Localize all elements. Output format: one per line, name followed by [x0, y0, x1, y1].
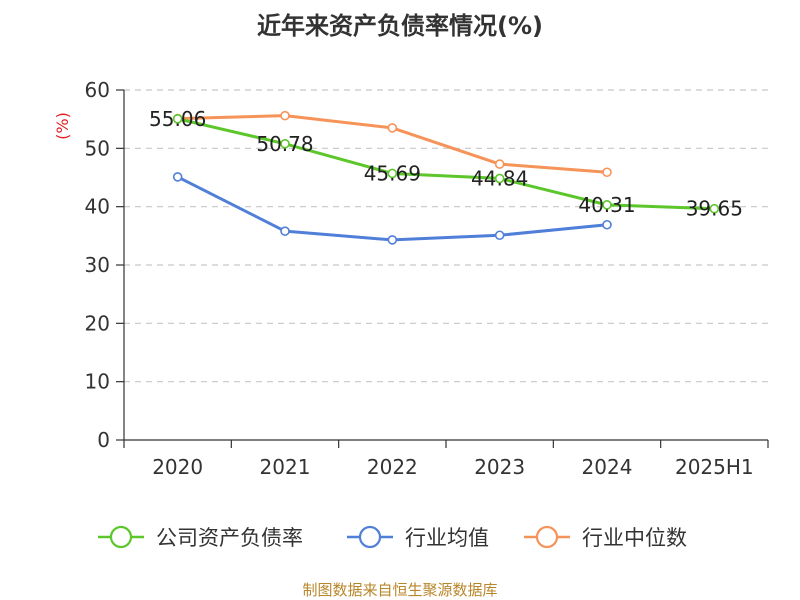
- data-point: [280, 110, 290, 121]
- data-label: 55.06: [149, 107, 206, 131]
- data-labels: 55.06 50.78 45.69 44.84 40.31 39.65: [149, 107, 743, 221]
- grid-lines: [124, 89, 768, 383]
- x-tick-label: 2020: [152, 455, 203, 479]
- data-point: [602, 167, 612, 178]
- data-point: [494, 173, 505, 184]
- data-point: [494, 230, 505, 241]
- y-tick-label: 40: [85, 195, 110, 219]
- legend-item[interactable]: 行业均值: [347, 525, 489, 550]
- y-tick-label: 50: [85, 136, 110, 160]
- x-tick-label: 2025H1: [675, 455, 754, 479]
- y-tick-label: 0: [97, 428, 110, 452]
- data-point: [494, 159, 505, 169]
- chart-title: 近年来资产负债率情况(%): [257, 12, 543, 40]
- legend: 公司资产负债率 行业均值 行业中位数: [98, 525, 687, 550]
- series-line: [176, 175, 609, 242]
- x-tick-label: 2022: [367, 455, 418, 479]
- data-point: [172, 114, 183, 124]
- legend-label: 公司资产负债率: [156, 526, 303, 550]
- y-tick-label: 30: [85, 253, 110, 277]
- data-point: [709, 203, 720, 214]
- data-point: [280, 138, 290, 149]
- data-point: [602, 200, 612, 210]
- legend-marker-icon: [535, 525, 559, 549]
- x-tick-label: 2023: [474, 455, 525, 479]
- data-label: 45.69: [364, 161, 421, 185]
- legend-item[interactable]: 公司资产负债率: [98, 525, 303, 550]
- axes: 0 10 20 30 40 50 60 2020 2021 2022 2023 2024 2025H1: [85, 78, 769, 479]
- legend-item[interactable]: 行业中位数: [524, 525, 687, 550]
- x-tick-label: 2021: [260, 455, 311, 479]
- series-0: [172, 114, 720, 214]
- legend-marker-icon: [358, 525, 382, 549]
- series-1: [172, 172, 612, 245]
- data-label: 40.31: [578, 193, 635, 217]
- data-point: [280, 226, 290, 236]
- data-label: 44.84: [471, 166, 528, 190]
- series-lines: [172, 110, 720, 245]
- y-tick-label: 60: [85, 78, 110, 102]
- legend-label: 行业中位数: [582, 526, 687, 550]
- data-point: [387, 168, 398, 179]
- legend-label: 行业均值: [405, 526, 489, 550]
- data-point: [387, 123, 398, 133]
- data-point: [602, 219, 612, 230]
- data-point: [172, 172, 183, 182]
- legend-marker-icon: [109, 525, 133, 549]
- data-label: 39.65: [686, 197, 743, 221]
- y-tick-label: 20: [85, 311, 110, 335]
- y-axis-unit-label: (%): [53, 112, 72, 140]
- series-line: [176, 117, 716, 211]
- y-tick-label: 10: [85, 370, 110, 394]
- data-point: [387, 235, 398, 245]
- x-tick-label: 2024: [582, 455, 633, 479]
- data-label: 50.78: [256, 132, 313, 156]
- source-note: 制图数据来自恒生聚源数据库: [302, 581, 497, 599]
